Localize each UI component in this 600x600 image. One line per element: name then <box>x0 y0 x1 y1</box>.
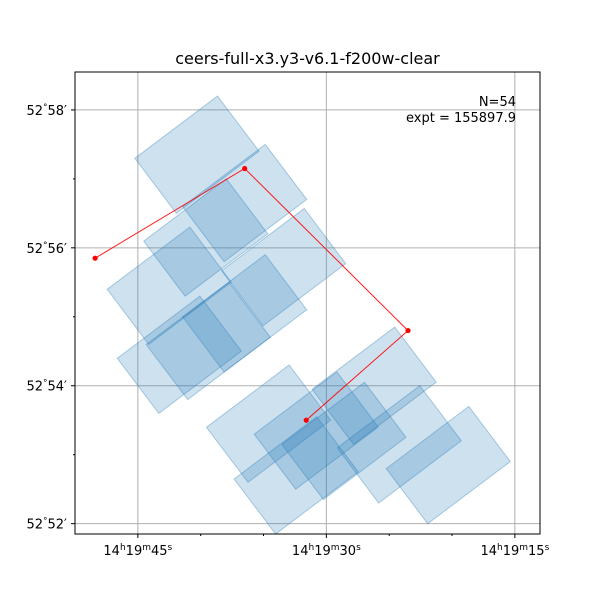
tick-labels: 14h19m45s 14h19m30s 14h19m15s 52°52′ 52°54′ 5… <box>26 103 549 559</box>
footprint <box>145 281 272 401</box>
annotation-count: N=54 <box>479 95 516 110</box>
footprint <box>233 415 359 535</box>
plot-frame <box>74 71 541 535</box>
footprint <box>385 405 512 525</box>
footprint <box>143 178 269 297</box>
footprint <box>336 384 463 504</box>
x-tick-label: 14h19m15s <box>480 543 549 559</box>
x-tick-label: 14h19m45s <box>103 543 172 559</box>
x-tick-label: 14h19m30s <box>292 543 361 559</box>
footprint <box>134 95 260 215</box>
outline-vertex <box>405 327 411 334</box>
footprint <box>116 295 243 415</box>
chart-title: ceers-full-x3.y3-v6.1-f200w-clear <box>175 49 440 68</box>
y-tick-label: 52°52′ <box>26 517 67 533</box>
grid <box>75 72 540 534</box>
outline-vertex <box>242 165 248 172</box>
footprint <box>181 253 308 373</box>
footprint <box>205 364 332 483</box>
outline <box>92 165 411 423</box>
footprint <box>281 381 407 501</box>
footprint <box>106 226 233 346</box>
y-tick-label: 52°56′ <box>26 241 67 257</box>
footprints <box>106 95 512 535</box>
ticks <box>71 109 516 538</box>
y-tick-label: 52°54′ <box>26 379 67 395</box>
annotation-exposure: expt = 155897.9 <box>406 111 516 126</box>
outline-path <box>94 167 409 421</box>
outline-vertex <box>92 255 98 261</box>
footprint <box>253 371 379 490</box>
outline-vertex <box>303 417 309 423</box>
y-tick-label: 52°58′ <box>26 103 67 119</box>
footprint <box>311 326 437 446</box>
footprint <box>181 143 308 263</box>
